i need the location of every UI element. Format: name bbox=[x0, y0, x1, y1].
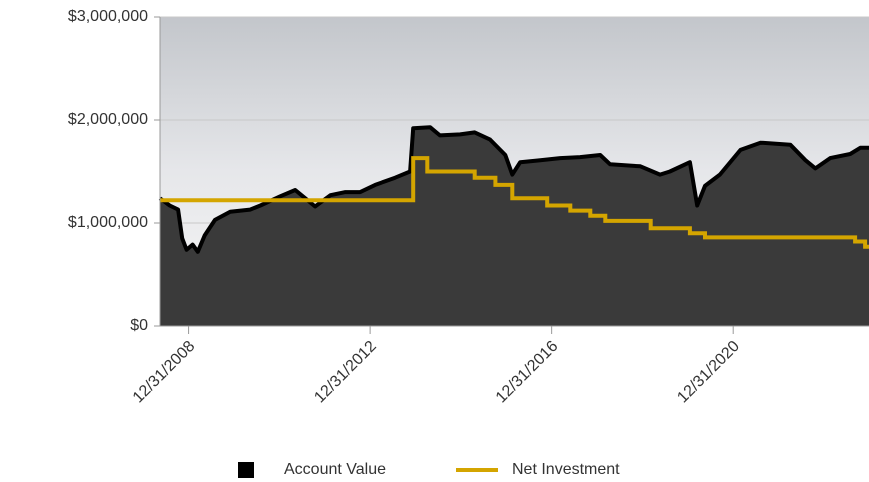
x-tick-label: 12/31/2016 bbox=[493, 338, 562, 407]
area-line bbox=[158, 125, 869, 254]
legend-swatch bbox=[238, 462, 254, 478]
legend-label: Net Investment bbox=[512, 461, 620, 478]
y-tick-label: $1,000,000 bbox=[68, 214, 148, 231]
x-tick-label: 12/31/2012 bbox=[311, 338, 380, 407]
x-tick-label: 12/31/2020 bbox=[674, 338, 743, 407]
y-tick-label: $2,000,000 bbox=[68, 111, 148, 128]
step-line bbox=[160, 156, 869, 249]
y-tick-label: $0 bbox=[130, 317, 148, 334]
x-tick-label: 12/31/2008 bbox=[130, 338, 199, 407]
y-tick-label: $3,000,000 bbox=[68, 8, 148, 25]
legend-label: Account Value bbox=[284, 461, 386, 478]
